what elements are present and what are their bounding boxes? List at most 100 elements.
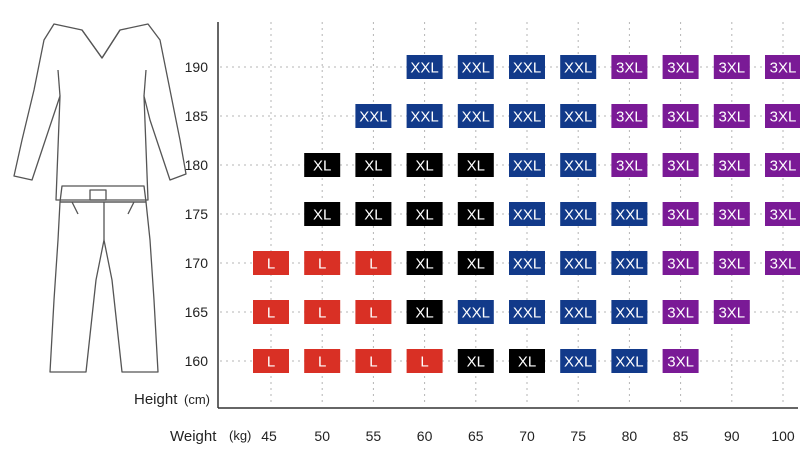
size-cell: XL <box>457 202 494 226</box>
size-cell: L <box>253 300 289 324</box>
x-tick-label: 100 <box>771 428 795 444</box>
y-tick-label: 170 <box>185 255 209 271</box>
size-cell: XXL <box>560 251 597 275</box>
shirt-icon <box>13 23 187 201</box>
size-cell-label: XL <box>313 207 331 224</box>
x-tick-label: 90 <box>724 428 740 444</box>
size-cell: XL <box>457 251 494 275</box>
size-cell-label: 3XL <box>770 207 797 224</box>
size-cell-box <box>304 349 341 373</box>
size-cell-label: 3XL <box>770 256 797 273</box>
x-tick-label: 60 <box>417 428 433 444</box>
size-cell-label: XXL <box>615 354 643 371</box>
size-cell-label: XXL <box>462 60 490 77</box>
size-cell: XXL <box>560 349 597 373</box>
size-cell-label: 3XL <box>718 158 745 175</box>
size-cell-box <box>713 300 750 324</box>
x-tick-label: 75 <box>570 428 586 444</box>
size-cell-box <box>765 55 800 79</box>
size-cell-box <box>509 251 545 275</box>
size-cell: XXL <box>560 55 597 79</box>
size-cell-box <box>611 202 648 226</box>
size-cell-box <box>713 251 750 275</box>
size-cell: XXL <box>509 153 545 177</box>
size-cell-box <box>765 104 800 128</box>
size-cell: 3XL <box>765 153 800 177</box>
size-cell: XL <box>355 202 392 226</box>
size-cell-label: XL <box>467 158 485 175</box>
size-cell-box <box>713 55 750 79</box>
size-cell-label: 3XL <box>667 207 694 224</box>
size-cell-box <box>355 349 392 373</box>
size-cell-label: L <box>267 305 275 322</box>
size-cell: L <box>304 349 341 373</box>
size-cell-label: XL <box>467 207 485 224</box>
size-cell: 3XL <box>662 349 699 373</box>
size-cell-box <box>457 202 494 226</box>
size-cell-label: XXL <box>359 109 387 126</box>
size-cell-label: 3XL <box>718 256 745 273</box>
size-cell-label: XL <box>415 256 433 273</box>
size-cell-label: XL <box>415 305 433 322</box>
size-cell-box <box>253 251 289 275</box>
size-cell-box <box>509 104 545 128</box>
size-cell-label: 3XL <box>770 109 797 126</box>
size-cell: XXL <box>457 55 494 79</box>
size-cell-box <box>304 202 341 226</box>
size-cell: XXL <box>611 300 648 324</box>
size-cell-label: 3XL <box>718 109 745 126</box>
size-cell-box <box>611 104 648 128</box>
size-cell-label: XXL <box>410 109 438 126</box>
size-cell-box <box>611 300 648 324</box>
size-cell-box <box>765 202 800 226</box>
size-cell-box <box>611 251 648 275</box>
size-cell-box <box>457 349 494 373</box>
size-cell: L <box>406 349 443 373</box>
size-cell-box <box>611 349 648 373</box>
x-axis-unit: (kg) <box>229 428 251 443</box>
size-cell-label: 3XL <box>718 60 745 77</box>
size-cell-label: XL <box>415 207 433 224</box>
size-cell: 3XL <box>611 104 648 128</box>
size-cell-box <box>406 153 443 177</box>
size-cell-label: XXL <box>564 207 592 224</box>
size-cell-label: XL <box>313 158 331 175</box>
size-cell-box <box>662 300 699 324</box>
size-cell: 3XL <box>662 55 699 79</box>
size-cell-box <box>560 300 597 324</box>
size-cell-label: L <box>318 354 326 371</box>
size-cell: 3XL <box>611 55 648 79</box>
size-cell-label: XXL <box>564 158 592 175</box>
size-cell-label: L <box>318 256 326 273</box>
size-cell-label: XXL <box>615 256 643 273</box>
size-cell-box <box>765 153 800 177</box>
size-cell-box <box>406 349 443 373</box>
size-cell: 3XL <box>713 104 750 128</box>
size-cell-label: XXL <box>462 109 490 126</box>
y-tick-label: 180 <box>185 157 209 173</box>
size-cell-label: XL <box>364 207 382 224</box>
size-cell-label: 3XL <box>770 60 797 77</box>
size-cell: XXL <box>560 104 597 128</box>
size-cell-label: 3XL <box>718 207 745 224</box>
size-cell: 3XL <box>662 251 699 275</box>
size-cell-label: 3XL <box>667 60 694 77</box>
size-cell: 3XL <box>765 202 800 226</box>
size-cell-box <box>457 104 494 128</box>
size-cell: 3XL <box>713 251 750 275</box>
size-cell-label: 3XL <box>718 305 745 322</box>
size-cell-box <box>406 300 443 324</box>
size-cell: L <box>304 251 341 275</box>
size-cell-label: L <box>420 354 428 371</box>
x-tick-label: 65 <box>468 428 484 444</box>
size-cell: L <box>355 251 392 275</box>
size-cell-label: XXL <box>513 158 541 175</box>
size-cell-box <box>457 153 494 177</box>
y-axis-label: Height <box>134 391 178 408</box>
size-cell: XXL <box>509 202 545 226</box>
size-cell: 3XL <box>713 202 750 226</box>
size-cell-label: XXL <box>513 256 541 273</box>
x-tick-label: 45 <box>261 428 277 444</box>
